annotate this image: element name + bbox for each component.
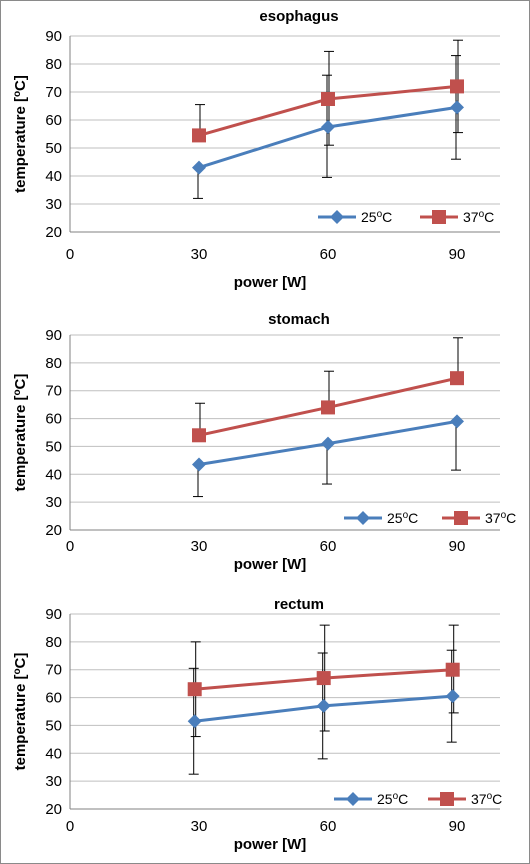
data-point-25: [321, 436, 335, 451]
data-point-25: [445, 689, 460, 704]
y-tick-label: 40: [45, 168, 62, 185]
legend-label: 37oC: [463, 209, 494, 225]
series-line-25: [198, 105, 458, 170]
data-point-37: [450, 371, 464, 386]
legend-label: 25oC: [361, 209, 392, 225]
x-axis-title: power [W]: [234, 274, 307, 291]
y-tick-label: 60: [45, 411, 62, 428]
x-tick-label: 60: [320, 538, 337, 555]
chart-panel-stomach: stomach 20 30 40 50 60 70 80 90 0 30 60 90 power [W] t…: [12, 311, 516, 573]
legend-marker: [356, 511, 370, 525]
x-tick-label: 0: [66, 818, 74, 835]
data-point-37: [316, 671, 331, 686]
x-tick-label: 60: [320, 246, 337, 263]
data-point-37: [192, 128, 206, 143]
y-tick-label: 80: [45, 56, 62, 73]
data-point-25: [192, 160, 206, 175]
y-tick-label: 20: [45, 224, 62, 241]
chart-title: esophagus: [259, 8, 338, 25]
x-tick-label: 60: [320, 818, 337, 835]
y-axis-title: temperature [oC]: [12, 653, 29, 771]
y-tick-label: 20: [45, 522, 62, 539]
legend-marker: [346, 792, 360, 806]
y-tick-label: 50: [45, 717, 62, 734]
y-tick-label: 70: [45, 383, 62, 400]
x-tick-label: 30: [191, 818, 208, 835]
y-tick-label: 60: [45, 112, 62, 129]
chart-panel-esophagus: esophagus 20 30 40 50 60 70 80 90 0 30 60 90 power [W…: [12, 8, 500, 291]
x-tick-label: 90: [449, 818, 466, 835]
y-tick-label: 90: [45, 606, 62, 623]
legend-marker: [330, 210, 344, 224]
y-tick-label: 90: [45, 327, 62, 344]
y-tick-label: 30: [45, 773, 62, 790]
data-point-37: [187, 682, 202, 697]
data-point-25: [187, 714, 202, 729]
y-tick-label: 80: [45, 355, 62, 372]
chart-panel-rectum: rectum 20 30 40 50 60 70 80 90 0 30 60 90 power [W] te…: [12, 596, 502, 853]
data-point-37: [445, 662, 460, 677]
x-tick-label: 0: [66, 538, 74, 555]
y-tick-label: 20: [45, 801, 62, 818]
x-tick-label: 30: [191, 538, 208, 555]
data-point-37: [321, 400, 335, 415]
y-axis-title: temperature [oC]: [12, 75, 29, 193]
data-point-25: [192, 457, 206, 472]
y-tick-label: 30: [45, 494, 62, 511]
y-tick-label: 60: [45, 690, 62, 707]
y-tick-label: 70: [45, 662, 62, 679]
legend-label: 37oC: [471, 791, 502, 807]
data-point-25: [450, 414, 464, 429]
legend-label: 25oC: [387, 510, 418, 526]
y-tick-label: 70: [45, 84, 62, 101]
data-point-25: [321, 120, 335, 134]
x-axis-title: power [W]: [234, 556, 307, 573]
x-axis-title: power [W]: [234, 836, 307, 853]
legend-label: 25oC: [377, 791, 408, 807]
y-tick-label: 40: [45, 466, 62, 483]
x-tick-label: 90: [449, 246, 466, 263]
x-tick-label: 30: [191, 246, 208, 263]
data-point-37: [450, 79, 464, 94]
y-tick-label: 80: [45, 634, 62, 651]
y-axis-title: temperature [oC]: [12, 374, 29, 492]
legend-marker: [432, 210, 446, 224]
y-tick-label: 50: [45, 140, 62, 157]
y-tick-label: 50: [45, 438, 62, 455]
data-point-37: [321, 92, 335, 106]
data-point-37: [192, 428, 206, 443]
legend-marker: [440, 792, 454, 806]
data-point-25: [450, 100, 464, 115]
chart-title: stomach: [268, 311, 330, 328]
x-tick-label: 90: [449, 538, 466, 555]
data-point-25: [316, 698, 331, 713]
y-tick-label: 40: [45, 745, 62, 762]
legend-label: 37oC: [485, 510, 516, 526]
y-tick-label: 90: [45, 28, 62, 45]
y-tick-label: 30: [45, 196, 62, 213]
legend-marker: [454, 511, 468, 525]
chart-title: rectum: [274, 596, 324, 613]
x-tick-label: 0: [66, 246, 74, 263]
